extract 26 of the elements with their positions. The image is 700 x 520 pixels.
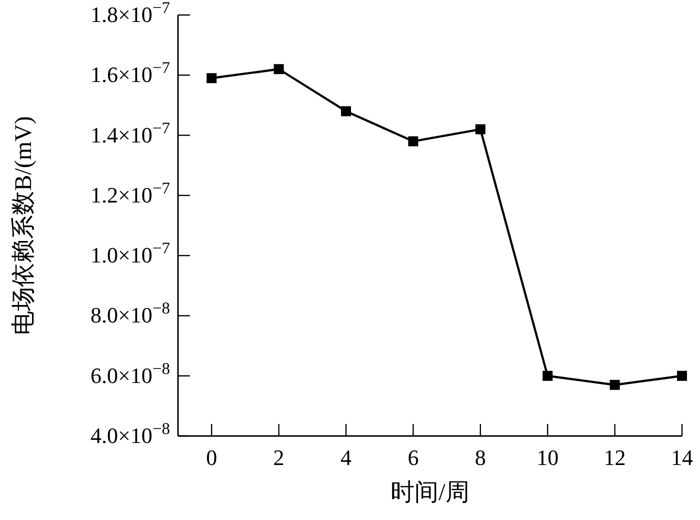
point bbox=[206, 73, 217, 84]
y-tick-label: 1.2×10$^{−7}$ bbox=[90, 178, 170, 208]
y-tick-label: 1.0×10$^{−7}$ bbox=[90, 238, 170, 268]
point bbox=[610, 380, 620, 390]
point bbox=[475, 124, 486, 134]
x-tick-label: 2 bbox=[273, 445, 284, 470]
x-tick-label: 6 bbox=[408, 445, 419, 470]
y-tick-label: 6.0×10$^{−8}$ bbox=[90, 358, 170, 388]
y-tick-label: 8.0×10$^{−8}$ bbox=[90, 298, 170, 328]
y-tick-label: 1.6×10$^{−7}$ bbox=[90, 58, 170, 88]
x-tick-label: 14 bbox=[671, 445, 693, 470]
y-tick-label: 4.0×10$^{−8}$ bbox=[90, 418, 170, 448]
x-tick-label: 4 bbox=[340, 445, 352, 470]
x-tick-label: 10 bbox=[536, 445, 559, 470]
xlabel: 时间/周 bbox=[390, 480, 470, 506]
x-tick-label: 8 bbox=[474, 445, 486, 470]
x-tick-label: 12 bbox=[604, 445, 626, 470]
point bbox=[542, 370, 553, 381]
point bbox=[341, 106, 351, 116]
point bbox=[408, 136, 418, 146]
x-tick-label: 0 bbox=[206, 445, 218, 470]
point bbox=[274, 64, 284, 74]
y-tick-label: 1.8×10$^{−7}$ bbox=[90, 0, 170, 27]
point bbox=[677, 370, 687, 381]
ylabel: 电场依赖系数B/(mV) bbox=[11, 116, 37, 335]
y-tick-label: 1.4×10$^{−7}$ bbox=[90, 118, 170, 148]
